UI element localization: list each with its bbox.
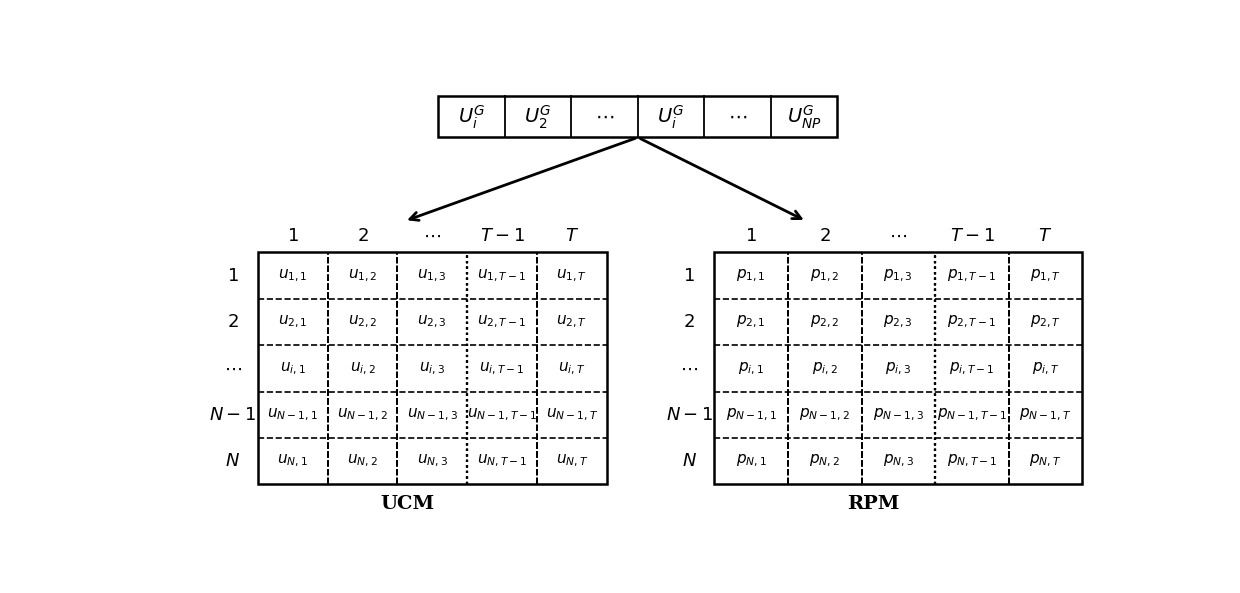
Text: $u_{2,2}$: $u_{2,2}$ <box>347 314 377 330</box>
Text: $2$: $2$ <box>683 313 696 331</box>
Text: $u_{2,T}$: $u_{2,T}$ <box>557 314 588 330</box>
Text: $p_{2,T}$: $p_{2,T}$ <box>1030 314 1061 330</box>
Text: $p_{N-1,T-1}$: $p_{N-1,T-1}$ <box>936 407 1007 423</box>
Text: $1$: $1$ <box>227 267 239 285</box>
Text: $u_{1,T-1}$: $u_{1,T-1}$ <box>477 267 527 284</box>
Text: $1$: $1$ <box>683 267 696 285</box>
Text: $u_{N-1,2}$: $u_{N-1,2}$ <box>337 407 388 423</box>
Text: $N$: $N$ <box>682 452 697 470</box>
Text: $p_{i,2}$: $p_{i,2}$ <box>812 361 838 377</box>
Text: $p_{N-1,T}$: $p_{N-1,T}$ <box>1019 407 1071 423</box>
Text: $u_{i,T-1}$: $u_{i,T-1}$ <box>480 361 525 377</box>
Text: $2$: $2$ <box>227 313 239 331</box>
Text: $p_{1,1}$: $p_{1,1}$ <box>737 267 766 284</box>
Text: $p_{i,T}$: $p_{i,T}$ <box>1032 361 1059 377</box>
Text: $p_{2,3}$: $p_{2,3}$ <box>883 314 914 330</box>
Text: UCM: UCM <box>381 495 434 512</box>
Text: $p_{1,2}$: $p_{1,2}$ <box>810 267 839 284</box>
Text: $1$: $1$ <box>286 227 299 245</box>
Text: $u_{N-1,3}$: $u_{N-1,3}$ <box>407 407 458 423</box>
Text: $p_{N-1,3}$: $p_{N-1,3}$ <box>873 407 924 423</box>
Text: $u_{N,T-1}$: $u_{N,T-1}$ <box>477 453 527 469</box>
Text: $u_{2,T-1}$: $u_{2,T-1}$ <box>477 314 527 330</box>
Text: $u_{N-1,T}$: $u_{N-1,T}$ <box>546 407 598 423</box>
Text: $p_{N,1}$: $p_{N,1}$ <box>735 453 766 469</box>
Text: $p_{N,2}$: $p_{N,2}$ <box>810 453 841 469</box>
Text: $p_{1,T-1}$: $p_{1,T-1}$ <box>947 267 997 284</box>
Text: $\cdots$: $\cdots$ <box>728 108 748 126</box>
Text: $T-1$: $T-1$ <box>950 227 994 245</box>
Text: $p_{2,1}$: $p_{2,1}$ <box>737 314 766 330</box>
Text: $u_{i,T}$: $u_{i,T}$ <box>558 361 585 377</box>
Text: $p_{N-1,1}$: $p_{N-1,1}$ <box>725 407 776 423</box>
Text: $p_{1,3}$: $p_{1,3}$ <box>883 267 914 284</box>
Text: $u_{N,2}$: $u_{N,2}$ <box>347 453 378 469</box>
Text: $u_{2,3}$: $u_{2,3}$ <box>418 314 448 330</box>
Text: $U_i^G$: $U_i^G$ <box>657 103 684 130</box>
Text: $\cdots$: $\cdots$ <box>595 108 614 126</box>
Text: $p_{2,2}$: $p_{2,2}$ <box>810 314 839 330</box>
Text: $u_{N,1}$: $u_{N,1}$ <box>278 453 308 469</box>
Text: $T-1$: $T-1$ <box>480 227 525 245</box>
Text: $N$: $N$ <box>226 452 241 470</box>
Bar <box>258 253 606 484</box>
Text: $U_2^G$: $U_2^G$ <box>525 103 552 130</box>
Text: $p_{i,1}$: $p_{i,1}$ <box>738 361 764 377</box>
Text: $u_{1,T}$: $u_{1,T}$ <box>557 267 588 284</box>
Text: $p_{N,T-1}$: $p_{N,T-1}$ <box>946 453 997 469</box>
Text: $u_{2,1}$: $u_{2,1}$ <box>278 314 308 330</box>
Text: $u_{1,3}$: $u_{1,3}$ <box>418 267 448 284</box>
Text: $T$: $T$ <box>1038 227 1053 245</box>
Text: $u_{N,T}$: $u_{N,T}$ <box>556 453 588 469</box>
Text: $T$: $T$ <box>564 227 579 245</box>
Text: $N-1$: $N-1$ <box>210 406 257 424</box>
Text: $p_{N,T}$: $p_{N,T}$ <box>1029 453 1061 469</box>
Text: $p_{1,T}$: $p_{1,T}$ <box>1030 267 1061 284</box>
Text: $p_{2,T-1}$: $p_{2,T-1}$ <box>947 314 997 330</box>
Text: $p_{i,T-1}$: $p_{i,T-1}$ <box>949 361 994 377</box>
Text: $p_{i,3}$: $p_{i,3}$ <box>885 361 911 377</box>
Text: $1$: $1$ <box>745 227 756 245</box>
Text: $U_i^G$: $U_i^G$ <box>458 103 486 130</box>
Text: $u_{i,2}$: $u_{i,2}$ <box>350 361 376 377</box>
Text: $u_{1,1}$: $u_{1,1}$ <box>278 267 308 284</box>
Text: $\cdots$: $\cdots$ <box>423 227 441 245</box>
Text: $\cdots$: $\cdots$ <box>681 359 698 377</box>
Text: $u_{i,1}$: $u_{i,1}$ <box>280 361 305 377</box>
Text: $N-1$: $N-1$ <box>666 406 713 424</box>
Text: $2$: $2$ <box>357 227 368 245</box>
Text: $u_{N-1,1}$: $u_{N-1,1}$ <box>268 407 319 423</box>
Text: $u_{N,3}$: $u_{N,3}$ <box>417 453 448 469</box>
Text: $u_{N-1,T-1}$: $u_{N-1,T-1}$ <box>466 407 537 423</box>
Text: $2$: $2$ <box>818 227 831 245</box>
Text: RPM: RPM <box>847 495 899 512</box>
Text: $\cdots$: $\cdots$ <box>224 359 242 377</box>
Text: $U_{NP}^G$: $U_{NP}^G$ <box>786 103 821 130</box>
Text: $u_{1,2}$: $u_{1,2}$ <box>347 267 377 284</box>
Text: $p_{N,3}$: $p_{N,3}$ <box>883 453 914 469</box>
Text: $\cdots$: $\cdots$ <box>889 227 908 245</box>
Bar <box>714 253 1083 484</box>
Text: $p_{N-1,2}$: $p_{N-1,2}$ <box>800 407 851 423</box>
Bar <box>439 96 837 138</box>
Text: $u_{i,3}$: $u_{i,3}$ <box>419 361 445 377</box>
